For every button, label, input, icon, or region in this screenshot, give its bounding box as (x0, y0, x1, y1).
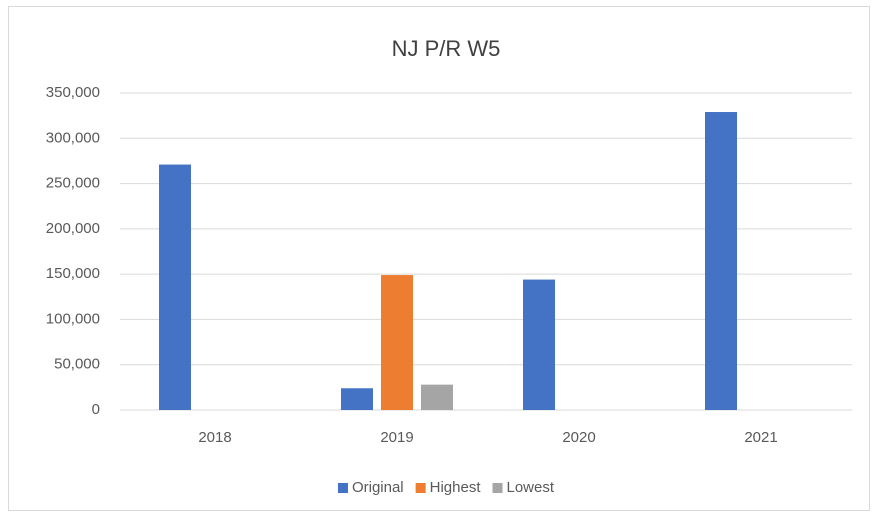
x-tick-label: 2020 (562, 429, 595, 446)
x-tick-label: 2021 (744, 429, 777, 446)
legend-label: Original (352, 479, 404, 496)
legend-swatch (492, 483, 503, 493)
x-tick-label: 2018 (198, 429, 231, 446)
x-tick-label: 2019 (380, 429, 413, 446)
bar (341, 388, 373, 410)
bar (523, 279, 555, 410)
y-tick-label: 150,000 (46, 265, 100, 282)
y-tick-label: 200,000 (46, 220, 100, 237)
chart-border (8, 6, 870, 511)
bar (421, 384, 453, 410)
y-tick-label: 50,000 (54, 356, 100, 373)
bar (381, 275, 413, 410)
y-tick-label: 250,000 (46, 175, 100, 192)
y-tick-label: 300,000 (46, 129, 100, 146)
bar (159, 164, 191, 410)
y-tick-label: 0 (92, 401, 100, 418)
chart-title: NJ P/R W5 (392, 36, 501, 61)
legend-label: Highest (430, 479, 482, 496)
bar (705, 112, 737, 411)
legend-swatch (337, 483, 348, 493)
y-tick-label: 350,000 (46, 84, 100, 101)
legend-label: Lowest (507, 479, 555, 496)
y-tick-label: 100,000 (46, 310, 100, 327)
legend-swatch (415, 483, 426, 493)
